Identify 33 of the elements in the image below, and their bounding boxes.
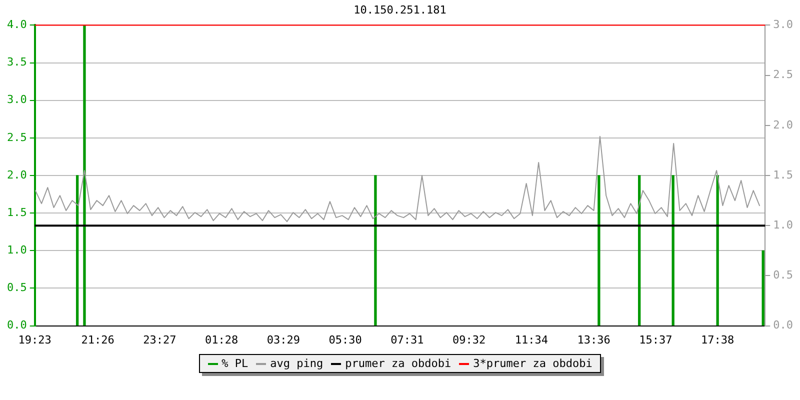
x-tick-label: 23:27 xyxy=(143,333,176,346)
y-tick-label: 3.0 xyxy=(6,93,27,106)
y2-tick-label: 3.0 xyxy=(773,18,794,32)
legend-label: prumer za obdobi xyxy=(345,357,452,370)
x-tick-label: 05:30 xyxy=(328,333,362,346)
x-tick-label: 11:34 xyxy=(514,333,548,346)
y-tick-label: 0.5 xyxy=(6,281,27,294)
legend-label: 3*prumer za obdobi xyxy=(473,357,592,370)
x-tick-label: 01:28 xyxy=(204,333,238,346)
y-tick-label: 0.0 xyxy=(6,318,27,332)
x-tick-label: 15:37 xyxy=(639,333,672,346)
y2-tick-label: 0.5 xyxy=(773,268,794,282)
y-tick-label: 1.0 xyxy=(6,244,27,257)
y2-tick-label: 1.5 xyxy=(773,168,794,182)
legend-label: % PL xyxy=(222,357,248,370)
x-tick-label: 13:36 xyxy=(577,333,610,346)
y2-tick-label: 2.0 xyxy=(773,118,794,132)
y2-tick-label: 0.0 xyxy=(773,318,794,332)
y2-tick-label: 2.5 xyxy=(773,68,794,82)
x-tick-label: 07:31 xyxy=(390,333,424,346)
x-tick-label: 17:38 xyxy=(701,333,734,346)
y-tick-label: 1.5 xyxy=(6,206,27,219)
x-tick-label: 19:23 xyxy=(18,333,52,346)
x-tick-label: 03:29 xyxy=(266,333,300,346)
y-tick-label: 4.0 xyxy=(6,18,27,32)
legend-label: avg ping xyxy=(270,357,324,370)
y-tick-label: 3.5 xyxy=(6,56,27,69)
y-tick-label: 2.5 xyxy=(6,130,27,144)
chart-title: 10.150.251.181 xyxy=(354,3,446,16)
y-tick-label: 2.0 xyxy=(6,168,27,182)
x-tick-label: 09:32 xyxy=(452,333,486,346)
x-tick-label: 21:26 xyxy=(81,333,114,346)
y2-tick-label: 1.0 xyxy=(773,218,794,232)
